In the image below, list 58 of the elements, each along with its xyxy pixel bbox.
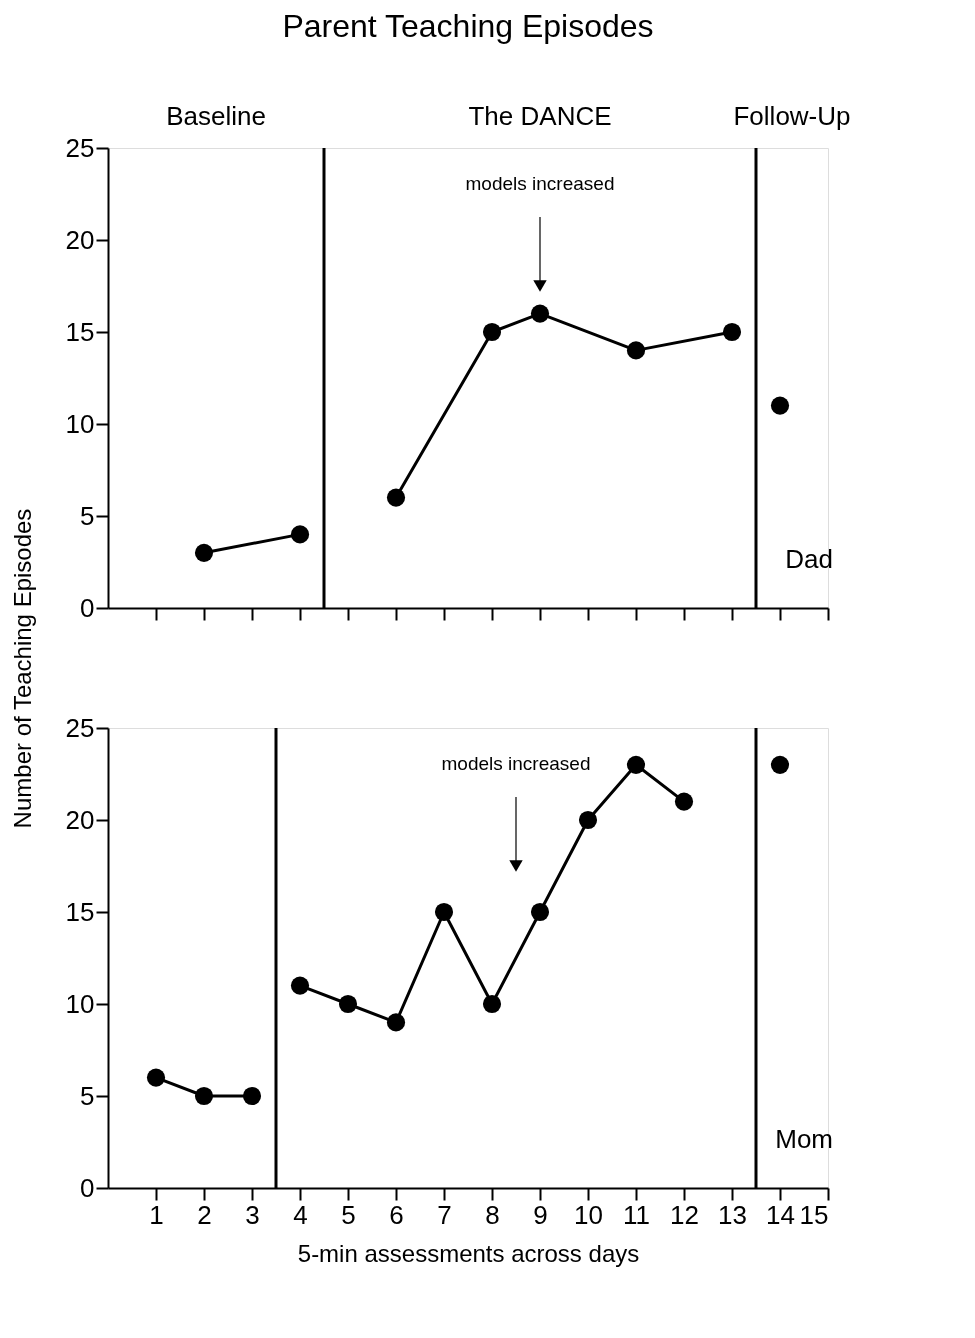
y-axis-title: Number of Teaching Episodes — [8, 508, 36, 829]
point — [530, 902, 550, 922]
x-tick-label: 4 — [293, 1199, 308, 1230]
point — [626, 341, 646, 360]
point — [290, 525, 310, 544]
y-tick-label: 15 — [65, 896, 95, 927]
point — [770, 755, 790, 774]
y-tick-label: 20 — [65, 804, 95, 835]
point — [146, 1068, 166, 1087]
x-tick-label: 6 — [389, 1199, 404, 1230]
point — [386, 488, 406, 507]
annotation: models increased — [441, 753, 591, 774]
text: Baseline — [166, 101, 266, 131]
annotation: Mom — [775, 1124, 833, 1154]
x-tick-label: 12 — [670, 1199, 699, 1230]
point — [434, 902, 454, 922]
x-tick-label: 7 — [437, 1199, 452, 1230]
y-tick-label: 10 — [65, 408, 95, 439]
point — [674, 792, 694, 811]
x-axis-title: 5-min assessments across days — [297, 1239, 640, 1267]
y-tick-label: 5 — [80, 500, 95, 531]
point — [290, 976, 310, 995]
x-tick-label: 10 — [574, 1199, 603, 1230]
y-tick-label: 15 — [65, 316, 95, 347]
chart-title: Parent Teaching Episodes — [282, 8, 654, 44]
x-tick-label: 14 — [766, 1199, 795, 1230]
y-tick-label: 25 — [65, 132, 95, 163]
point — [386, 1013, 406, 1032]
x-tick-label: 1 — [149, 1199, 164, 1230]
text: The DANCE — [468, 101, 612, 131]
x-tick-label: 8 — [485, 1199, 500, 1230]
point — [338, 994, 358, 1014]
text: Follow-Up — [733, 101, 851, 131]
point — [242, 1086, 262, 1106]
point — [626, 755, 646, 774]
point — [770, 396, 790, 415]
y-tick-label: 0 — [80, 592, 95, 623]
x-tick-label: 2 — [197, 1199, 212, 1230]
point — [578, 810, 598, 830]
annotation: Dad — [785, 544, 833, 574]
point — [722, 322, 742, 342]
y-tick-label: 5 — [80, 1080, 95, 1111]
x-tick-label: 9 — [533, 1199, 548, 1230]
y-tick-label: 10 — [65, 988, 95, 1019]
y-tick-label: 20 — [65, 224, 95, 255]
point — [530, 304, 550, 323]
annotation: models increased — [465, 173, 615, 194]
point — [194, 543, 214, 562]
x-tick-label: 11 — [623, 1199, 650, 1230]
y-tick-label: 0 — [80, 1172, 95, 1203]
x-tick-label: 3 — [245, 1199, 260, 1230]
point — [482, 322, 502, 342]
point — [194, 1086, 214, 1106]
x-tick-label: 13 — [718, 1199, 747, 1230]
x-tick-label: 15 — [799, 1199, 829, 1230]
point — [482, 994, 502, 1014]
x-tick-label: 5 — [341, 1199, 356, 1230]
y-tick-label: 25 — [65, 712, 95, 743]
